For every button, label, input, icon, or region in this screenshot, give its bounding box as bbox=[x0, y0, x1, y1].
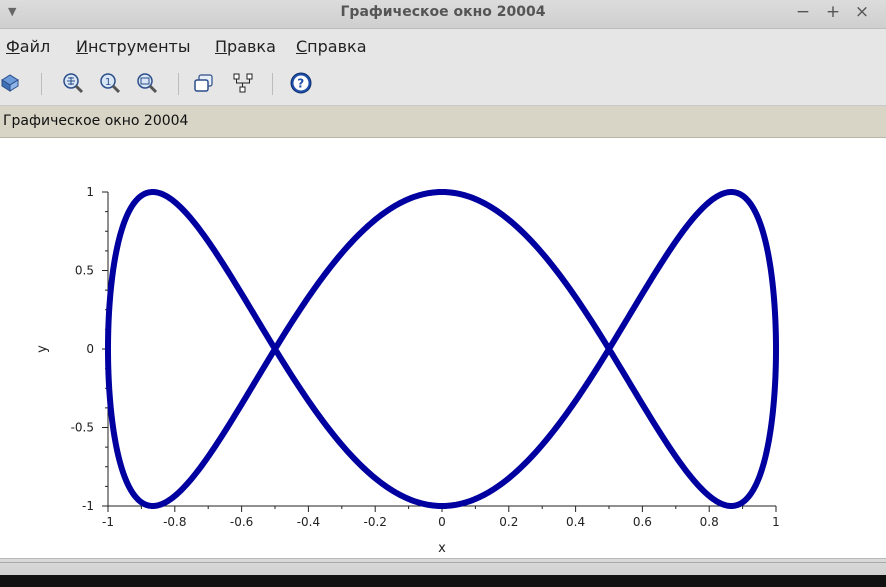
help-icon[interactable]: ? bbox=[290, 72, 312, 94]
title-bar[interactable]: ▼ Графическое окно 20004 − + × bbox=[0, 0, 886, 29]
y-tick-label: 0.5 bbox=[75, 264, 94, 278]
series-line-lissajous bbox=[105, 189, 779, 509]
toolbar-separator bbox=[272, 73, 273, 95]
toolbar: 1 ? bbox=[0, 63, 886, 106]
x-tick-label: 0.2 bbox=[499, 515, 518, 529]
x-tick-label: -0.4 bbox=[297, 515, 320, 529]
x-tick-label: -0.2 bbox=[363, 515, 386, 529]
toolbar-separator bbox=[178, 73, 179, 95]
x-tick-label: 1 bbox=[772, 515, 780, 529]
close-button[interactable]: × bbox=[854, 2, 870, 22]
tick-labels: -1 -0.8 -0.6 -0.4 -0.2 0 0.2 0.4 0.6 0.8 1 -1 -0.5 0 0… bbox=[71, 185, 780, 529]
menu-edit[interactable]: Правка bbox=[215, 37, 276, 56]
y-tick-label: -0.5 bbox=[71, 421, 94, 435]
x-tick-label: 0.4 bbox=[566, 515, 585, 529]
zoom-reset-icon[interactable]: 1 bbox=[99, 72, 121, 94]
menu-tools[interactable]: Инструменты bbox=[76, 37, 191, 56]
x-tick-label: -0.8 bbox=[163, 515, 186, 529]
maximize-button[interactable]: + bbox=[825, 2, 841, 22]
svg-text:?: ? bbox=[297, 77, 304, 91]
menu-file[interactable]: Файл bbox=[6, 37, 51, 56]
svg-text:1: 1 bbox=[105, 77, 111, 88]
x-axis-label: x bbox=[438, 541, 446, 556]
figure-label: Графическое окно 20004 bbox=[3, 113, 189, 129]
menu-bar: Файл Инструменты Правка Справка bbox=[0, 29, 886, 63]
x-tick-label: 0.6 bbox=[633, 515, 652, 529]
y-axis-label: y bbox=[35, 345, 50, 353]
window-menu-icon[interactable]: ▼ bbox=[8, 5, 17, 18]
rotate-icon[interactable] bbox=[0, 72, 22, 94]
y-tick-label: -1 bbox=[82, 499, 94, 513]
resize-grip[interactable] bbox=[0, 559, 886, 563]
window-title: Графическое окно 20004 bbox=[340, 4, 546, 20]
x-tick-label: -1 bbox=[102, 515, 114, 529]
minimize-button[interactable]: − bbox=[795, 2, 811, 22]
x-tick-label: 0.8 bbox=[700, 515, 719, 529]
editor-icon[interactable] bbox=[232, 72, 254, 94]
menu-help[interactable]: Справка bbox=[296, 37, 367, 56]
toolbar-separator bbox=[41, 73, 42, 95]
zoom-region-icon[interactable] bbox=[136, 72, 158, 94]
chart-canvas[interactable]: -1 -0.8 -0.6 -0.4 -0.2 0 0.2 0.4 0.6 0.8 1 -1 -0.5 0 0… bbox=[0, 138, 886, 558]
x-tick-label: -0.6 bbox=[230, 515, 253, 529]
taskbar-edge bbox=[0, 575, 886, 587]
y-tick-label: 1 bbox=[86, 185, 94, 199]
zoom-icon[interactable] bbox=[62, 72, 84, 94]
x-tick-label: 0 bbox=[438, 515, 446, 529]
y-tick-label: 0 bbox=[86, 342, 94, 356]
figure-label-bar: Графическое окно 20004 bbox=[0, 106, 886, 138]
datatip-icon[interactable] bbox=[193, 72, 215, 94]
plot-area[interactable]: -1 -0.8 -0.6 -0.4 -0.2 0 0.2 0.4 0.6 0.8 1 -1 -0.5 0 0… bbox=[0, 138, 886, 558]
